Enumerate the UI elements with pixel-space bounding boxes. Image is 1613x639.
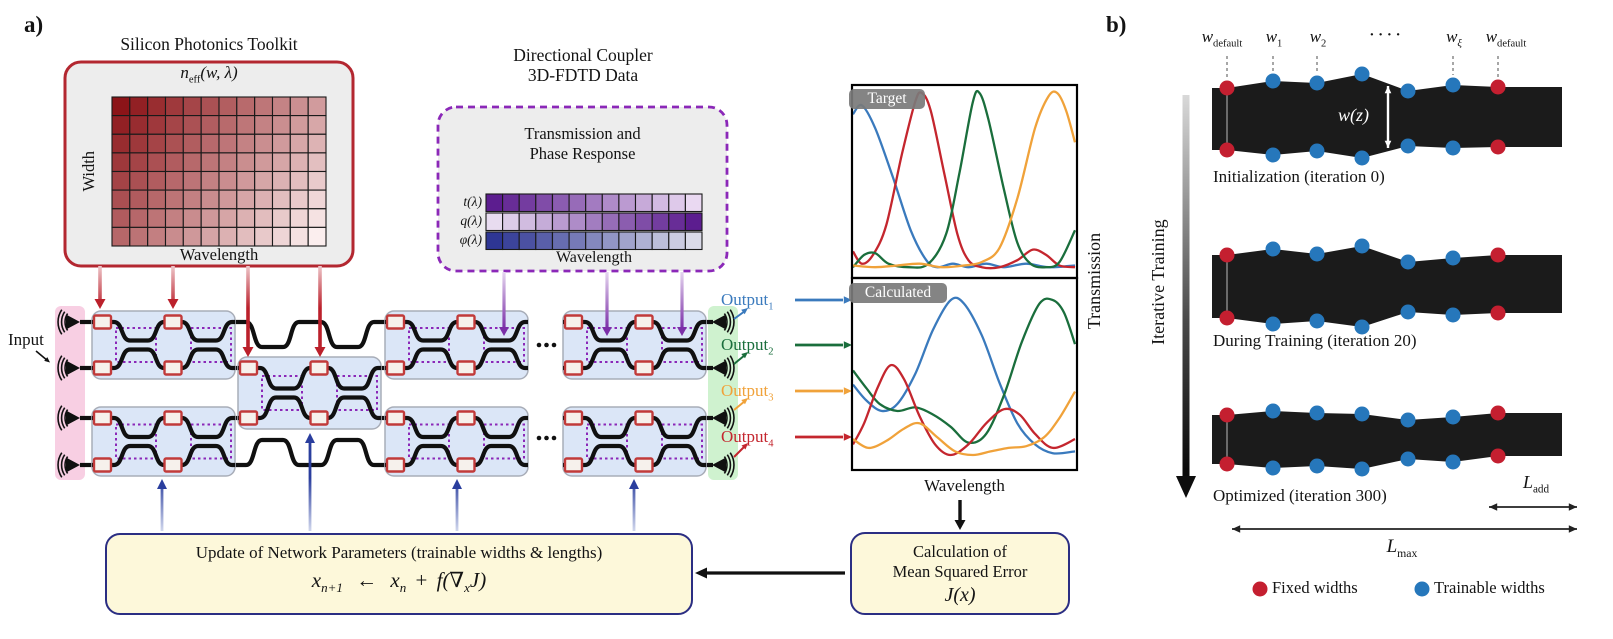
output-strip [708,306,738,480]
w-default-right-label: wdefault [1485,27,1527,50]
coupler-row-label-phi: φ(λ) [459,232,482,247]
neff-heatmap-grid [111,96,327,247]
mse-box-line2: Mean Squared Error [892,562,1028,581]
target-plot-curves [853,89,1076,270]
w1-label: w1 [1265,27,1283,50]
iterative-training-label: Iterative Training [1147,219,1168,345]
mse-formula: J(x) [944,584,976,606]
l-max-label: Lmax [1386,536,1418,560]
target-plot-bg [852,85,1077,278]
coupler-inner-line1: Transmission and [524,124,641,143]
w-xi-label: wξ [1446,27,1462,50]
mse-box: Calculation of Mean Squared Error J(x) [850,532,1070,615]
plots-xlabel: Wavelength [924,476,1005,495]
photonic-mesh-circuit [35,266,852,531]
legend-trainable-widths-label: Trainable widths [1434,578,1545,597]
flow-arrows [695,500,966,579]
legend-fixed-widths-label: Fixed widths [1272,578,1358,597]
input-strip [55,306,85,480]
coupler-row-label-q: q(λ) [460,213,482,228]
toolkit-xlabel: Wavelength [179,245,259,264]
coupler-response-strips [485,193,703,251]
l-add-label: Ladd [1522,472,1550,496]
wz-label: w(z) [1338,105,1369,125]
panel-a-label: a) [24,12,44,37]
toolkit-title: Silicon Photonics Toolkit [120,34,298,54]
mse-box-line1: Calculation of [913,542,1007,561]
iteration-caption-1: During Training (iteration 20) [1213,331,1417,350]
coupler-xlabel: Wavelength [555,249,632,266]
output-label-3: Output3 [721,381,774,404]
coupler-inner-line2: Phase Response [529,144,636,163]
update-formula: xn+1 ← xn + f(∇xJ) [311,568,487,596]
coupler-title-line2: 3D-FDTD Data [527,65,639,85]
calculated-plot-curves [853,296,1076,457]
calculated-plot-frame [850,276,1079,472]
neff-formula: neff(w, λ) [180,63,238,86]
coupler-row-label-t: t(λ) [463,194,482,209]
waveguide-training-diagram [1176,56,1577,597]
plots-ylabel: Transmission [1083,232,1104,330]
w2-label: w2 [1309,27,1327,50]
toolkit-ylabel: Width [78,150,98,192]
target-chip: Target [849,89,925,109]
update-box: Update of Network Parameters (trainable … [105,533,693,615]
iteration-caption-2: Optimized (iteration 300) [1213,486,1387,505]
panel-b-label: b) [1106,12,1127,37]
update-box-line1: Update of Network Parameters (trainable … [195,543,603,562]
w-labels-ellipsis: · · · · [1369,27,1401,43]
coupler-title-line1: Directional Coupler [513,45,653,65]
iteration-caption-0: Initialization (iteration 0) [1213,167,1385,186]
output-label-1: Output1 [721,290,774,313]
calculated-chip: Calculated [849,283,947,303]
output-label-4: Output4 [721,427,774,450]
output-label-2: Output2 [721,335,774,358]
input-label: Input [8,330,44,349]
w-default-left-label: wdefault [1201,27,1243,50]
